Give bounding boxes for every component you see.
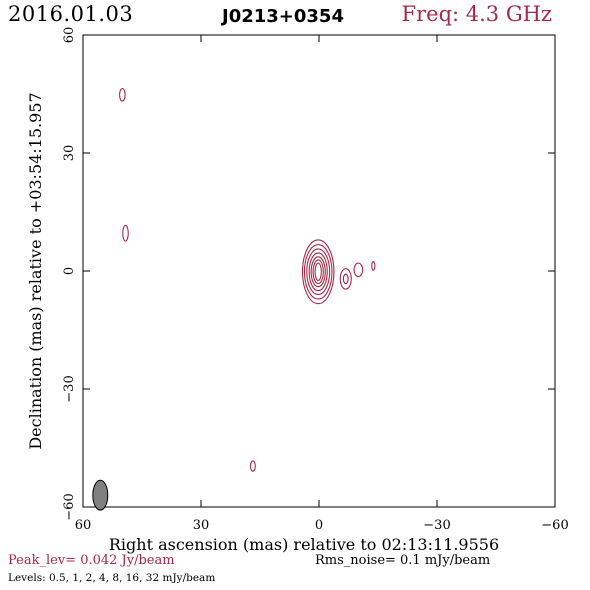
beam-ellipse: [92, 479, 109, 511]
observation-date: 2016.01.03: [8, 2, 134, 26]
x-tick-label: −60: [541, 518, 568, 533]
contour-2-level-0: [353, 262, 364, 278]
contour-0-level-2: [310, 256, 326, 288]
contour-0-level-0: [314, 262, 322, 281]
rms-noise: Rms_noise= 0.1 mJy/beam: [315, 553, 491, 568]
x-tick-label: 30: [193, 518, 210, 533]
y-tick-label: −30: [62, 375, 77, 402]
x-tick-label: 60: [75, 518, 92, 533]
contour-3-level-0: [371, 261, 376, 271]
contour-0-level-6: [301, 239, 335, 305]
contour-5-level-0: [122, 224, 129, 242]
y-tick-label: 60: [62, 27, 77, 44]
x-axis-label: Right ascension (mas) relative to 02:13:…: [109, 535, 499, 554]
y-axis-label: Declination (mas) relative to +03:54:15.…: [26, 92, 45, 449]
contour-0-level-5: [303, 244, 333, 300]
plot-frame: [82, 34, 556, 508]
y-tick-label: 0: [62, 267, 77, 275]
x-tick-label: 0: [315, 518, 323, 533]
contour-levels: Levels: 0.5, 1, 2, 4, 8, 16, 32 mJy/beam: [8, 572, 216, 584]
contour-6-level-0: [250, 460, 256, 472]
peak-level: Peak_lev= 0.042 Jy/beam: [8, 553, 175, 568]
y-tick-label: −60: [62, 493, 77, 520]
x-tick-label: −30: [423, 518, 450, 533]
contour-4-level-0: [119, 87, 126, 102]
y-tick-label: 30: [62, 145, 77, 162]
contour-1-level-0: [342, 273, 349, 285]
contour-0-level-1: [312, 259, 324, 285]
contour-1-level-1: [339, 268, 352, 290]
source-name: J0213+0354: [222, 6, 344, 27]
frequency-label: Freq: 4.3 GHz: [401, 2, 552, 26]
contour-0-level-3: [308, 252, 328, 292]
contour-0-level-4: [306, 248, 331, 296]
